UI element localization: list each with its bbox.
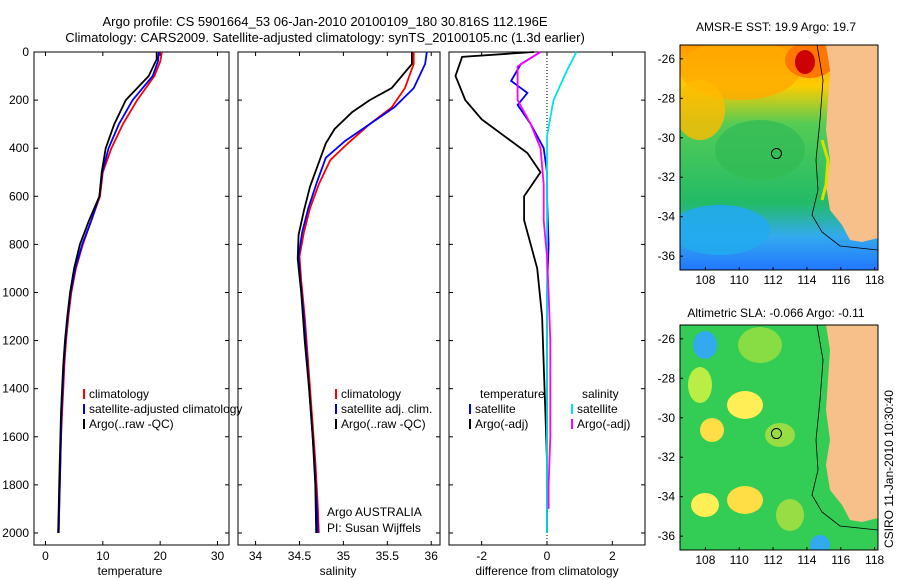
y-tick-label: 1200 <box>2 334 29 348</box>
map-y-tick-label: -30 <box>658 131 676 145</box>
y-tick-label: 1600 <box>2 430 29 444</box>
map-y-tick-label: -32 <box>658 450 676 464</box>
figure-title-line1: Argo profile: CS 5901664_53 06-Jan-2010 … <box>102 14 547 29</box>
legend-label: Argo(..raw -QC) <box>341 417 426 431</box>
figure-title-line2: Climatology: CARS2009. Satellite-adjuste… <box>65 30 585 45</box>
map-x-tick-label: 112 <box>764 273 783 287</box>
x-tick-label: 36 <box>425 549 439 563</box>
map-y-tick-label: -34 <box>658 490 676 504</box>
map-x-tick-label: 116 <box>831 273 850 287</box>
legend-label: satellite <box>577 402 618 416</box>
salinity-axes <box>237 51 441 546</box>
y-tick-label: 400 <box>9 141 29 155</box>
map-x-tick-label: 118 <box>865 553 884 567</box>
sla-argo-location-marker <box>770 428 782 440</box>
sst-map-image <box>680 45 878 270</box>
map-x-tick-label: 114 <box>797 553 816 567</box>
difference-xlabel: difference from climatology <box>475 564 618 578</box>
map-y-tick-label: -36 <box>658 249 676 263</box>
map-y-tick-label: -26 <box>658 52 676 66</box>
map-x-tick-label: 112 <box>764 553 783 567</box>
sst-map-axes: 108 110 112 114 116 118 -26 -28 -30 -32 -34 -36 <box>658 52 885 287</box>
x-tick-label: 0 <box>42 549 49 563</box>
x-tick-label: 10 <box>96 549 110 563</box>
sla-map-title: Altimetric SLA: -0.066 Argo: -0.11 <box>687 306 865 320</box>
series-line-argo-raw-qc- <box>57 52 158 534</box>
y-tick-label: 2000 <box>2 526 29 540</box>
legend-label: Argo(-adj) <box>577 417 630 431</box>
map-x-tick-label: 116 <box>831 553 850 567</box>
temperature-plot: 0 10 20 30 0 200 400 600 800 1000 1200 1400 1600 1800… <box>2 45 242 563</box>
x-tick-label: 2 <box>609 549 616 563</box>
map-y-tick-label: -32 <box>658 170 676 184</box>
x-tick-label: 34.5 <box>288 549 312 563</box>
csiro-timestamp: CSIRO 11-Jan-2010 10:30:40 <box>882 390 896 548</box>
map-y-tick-label: -30 <box>658 411 676 425</box>
y-tick-label: 800 <box>9 237 29 251</box>
legend-label: satellite <box>475 402 516 416</box>
legend-label: climatology <box>341 387 401 401</box>
temperature-xlabel: temperature <box>98 564 163 578</box>
map-x-tick-label: 108 <box>695 553 715 567</box>
y-tick-label: 1000 <box>2 285 29 299</box>
x-tick-label: 35 <box>337 549 351 563</box>
map-x-tick-label: 110 <box>730 273 749 287</box>
legend-label: satellite adj. clim. <box>341 402 432 416</box>
sla-map-image <box>680 325 878 550</box>
map-y-tick-label: -34 <box>658 210 676 224</box>
map-y-tick-label: -28 <box>658 371 676 385</box>
x-tick-label: 30 <box>211 549 225 563</box>
series-line-salinity-satellite <box>546 51 578 533</box>
salinity-xlabel: salinity <box>320 564 357 578</box>
legend-label: satellite-adjusted climatology <box>89 402 242 416</box>
y-tick-label: 1400 <box>2 382 29 396</box>
map-x-tick-label: 118 <box>865 273 884 287</box>
sla-map-axes: 108 110 112 114 116 118 -26 -28 -30 -32 -34 -36 <box>658 332 885 567</box>
x-tick-label: 0 <box>544 549 551 563</box>
sst-argo-location-marker <box>770 148 782 160</box>
map-y-tick-label: -28 <box>658 91 676 105</box>
y-tick-label: 600 <box>9 189 29 203</box>
x-tick-label: 34 <box>249 549 263 563</box>
y-tick-label: 200 <box>9 93 29 107</box>
series-line-argo-raw-qc- <box>296 52 413 534</box>
legend-label: salinity <box>582 387 619 401</box>
map-x-tick-label: 114 <box>797 273 816 287</box>
legend-label: temperature <box>480 387 545 401</box>
legend-label: Argo(..raw -QC) <box>89 417 174 431</box>
x-tick-label: 35.5 <box>376 549 400 563</box>
sst-map-frame <box>679 44 879 271</box>
sla-map-frame <box>679 324 879 551</box>
legend-label: climatology <box>89 387 149 401</box>
legend-label: Argo(-adj) <box>475 417 528 431</box>
temperature-axes <box>33 51 230 546</box>
y-tick-label: 1800 <box>2 478 29 492</box>
y-tick-label: 0 <box>22 45 29 59</box>
credit-org: Argo AUSTRALIA <box>327 505 422 519</box>
x-tick-label: -2 <box>476 549 487 563</box>
map-y-tick-label: -26 <box>658 332 676 346</box>
map-y-tick-label: -36 <box>658 529 676 543</box>
difference-plot: -2 0 2temperaturesatelliteArgo(-adj)salini… <box>449 51 645 563</box>
map-x-tick-label: 110 <box>730 553 749 567</box>
map-x-tick-label: 108 <box>695 273 715 287</box>
sst-map-title: AMSR-E SST: 19.9 Argo: 19.7 <box>696 20 856 34</box>
x-tick-label: 20 <box>153 549 167 563</box>
series-line-temperature-argo-adj- <box>454 51 548 533</box>
credit-pi: PI: Susan Wijffels <box>327 521 421 535</box>
series-line-salinity-argo-adj- <box>516 51 552 509</box>
